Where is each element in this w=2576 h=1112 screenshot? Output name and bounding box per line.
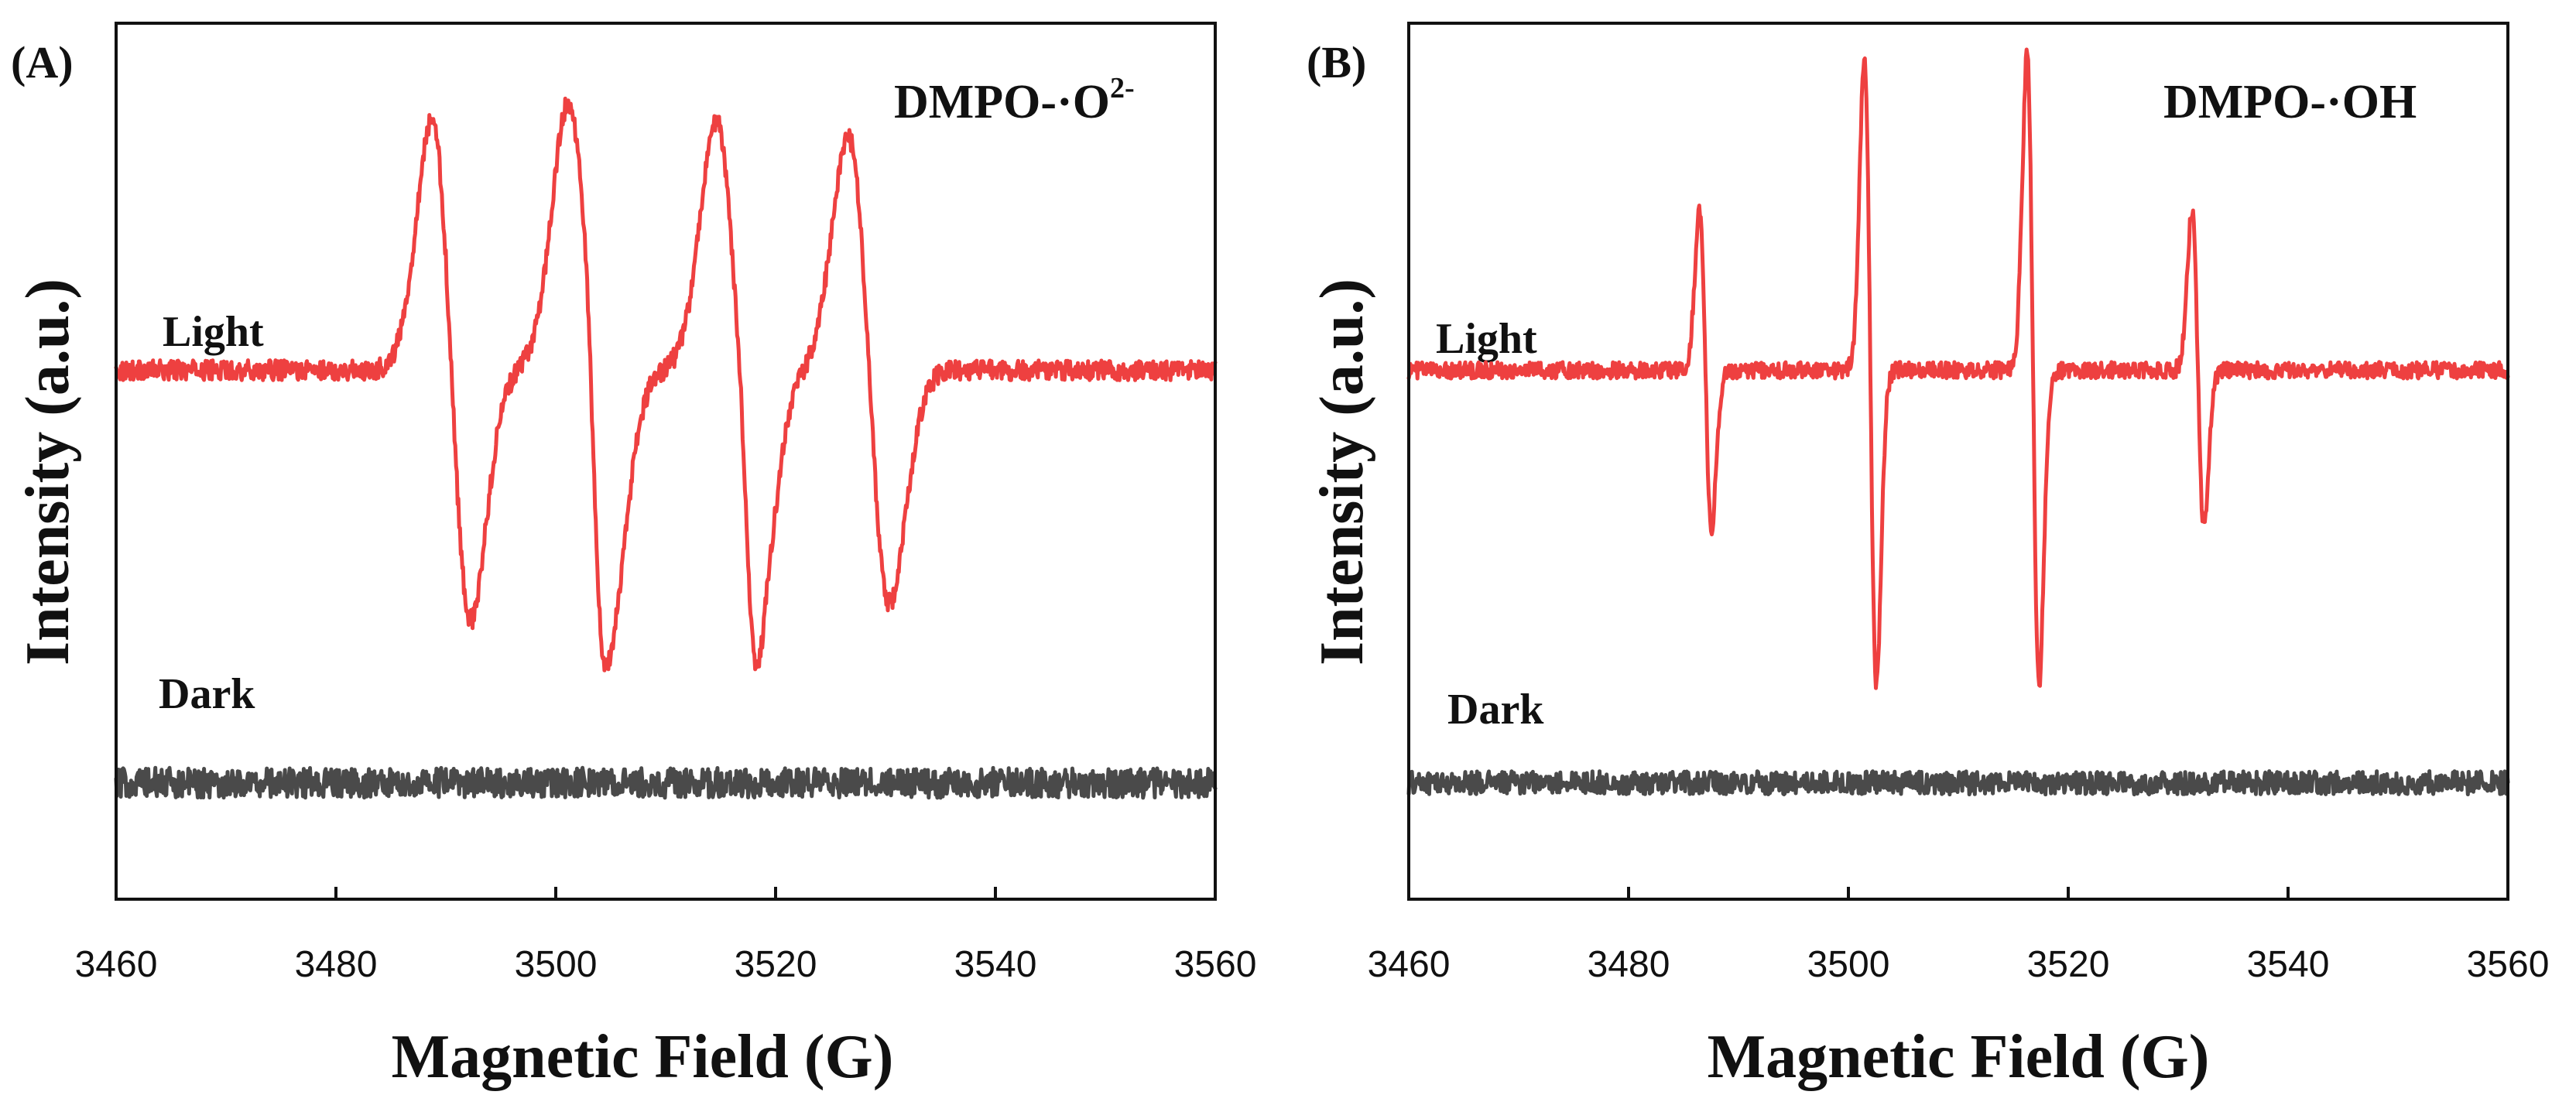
plot-frame <box>1407 22 2509 901</box>
panel-label: (B) <box>1307 37 1366 87</box>
light-trace-label: Light <box>1436 315 1537 363</box>
dark-trace <box>1406 769 2510 797</box>
x-tick-label: 3480 <box>1588 944 1670 985</box>
x-tick-label: 3460 <box>75 944 158 985</box>
plot-area: 3460 3480 3500 3520 3540 3560 <box>75 96 1257 985</box>
panel-a: (A) DMPO-·O2- Intensity (a.u.) Magnetic … <box>11 22 1257 1091</box>
x-axis-title: Magnetic Field (G) <box>392 1023 894 1091</box>
panel-b: (B) DMPO-·OH Intensity (a.u.) Magnetic F… <box>1307 22 2550 1091</box>
y-axis-title: Intensity (a.u.) <box>1308 279 1376 665</box>
x-tick-label: 3560 <box>1174 944 1257 985</box>
x-tick-label: 3520 <box>735 944 817 985</box>
species-main: DMPO-·OH <box>2163 76 2417 128</box>
species-main: DMPO-·O <box>894 76 1110 128</box>
x-tick-label: 3540 <box>2247 944 2330 985</box>
x-tick-label: 3520 <box>2027 944 2110 985</box>
y-axis-title: Intensity (a.u.) <box>14 279 82 665</box>
x-tick-label: 3500 <box>1807 944 1890 985</box>
dark-trace <box>114 765 1218 800</box>
x-tick-label: 3480 <box>295 944 378 985</box>
light-trace <box>114 96 1218 672</box>
x-tick-label: 3560 <box>2467 944 2550 985</box>
plot-frame <box>115 22 1217 901</box>
x-axis-title: Magnetic Field (G) <box>1708 1023 2210 1091</box>
species-label: DMPO-·OH <box>2163 76 2417 128</box>
x-tick-label: 3460 <box>1368 944 1451 985</box>
panel-label: (A) <box>11 37 74 87</box>
light-trace-label: Light <box>163 308 264 356</box>
plot-area: 3460 3480 3500 3520 3540 3560 <box>1368 47 2550 985</box>
x-tick-label: 3540 <box>954 944 1037 985</box>
species-label: DMPO-·O2- <box>894 72 1135 128</box>
species-superscript: 2- <box>1110 72 1135 104</box>
light-trace <box>1406 47 2510 690</box>
dark-trace-label: Dark <box>159 670 255 718</box>
dark-trace-label: Dark <box>1447 686 1544 734</box>
x-tick-label: 3500 <box>515 944 598 985</box>
